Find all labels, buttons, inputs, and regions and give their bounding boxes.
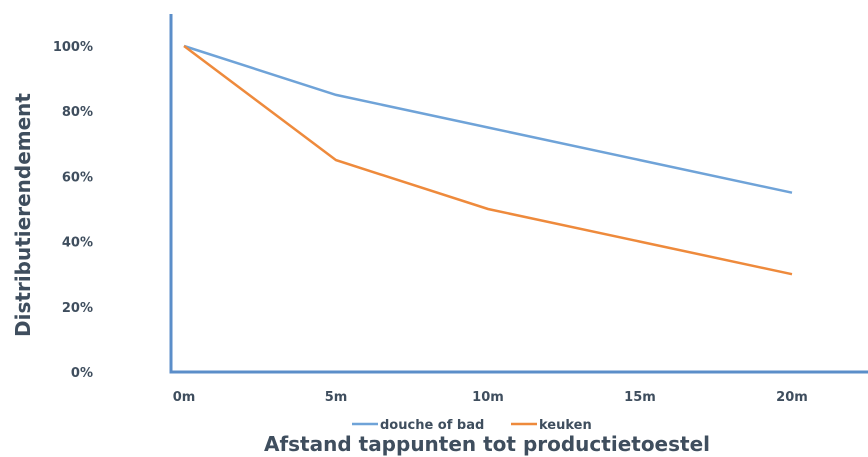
y-tick-label: 100%	[53, 40, 93, 55]
y-tick-label: 80%	[62, 105, 93, 120]
x-tick-label: 10m	[472, 390, 504, 405]
x-axis-tick-labels: 0m 5m 10m 15m 20m	[173, 390, 808, 405]
series-line-2	[183, 45, 793, 276]
x-tick-label: 20m	[776, 390, 808, 405]
x-tick-label: 0m	[173, 390, 196, 405]
y-tick-label: 20%	[62, 301, 93, 316]
x-tick-label: 5m	[325, 390, 348, 405]
x-tick-label: 15m	[624, 390, 656, 405]
y-tick-label: 0%	[71, 366, 93, 381]
x-axis-title: Afstand tappunten tot productietoestel	[264, 432, 710, 456]
series-line-1	[183, 44, 793, 194]
legend-label: keuken	[539, 418, 592, 433]
y-tick-label: 60%	[62, 170, 93, 185]
y-axis-tick-labels: 0% 20% 40% 60% 80% 100%	[53, 40, 93, 381]
series-lines	[183, 44, 793, 276]
legend-label: douche of bad	[380, 418, 484, 433]
legend: douche of bad keuken	[352, 418, 592, 433]
y-axis-title: Distributierendement	[11, 93, 35, 337]
y-tick-label: 40%	[62, 236, 93, 251]
